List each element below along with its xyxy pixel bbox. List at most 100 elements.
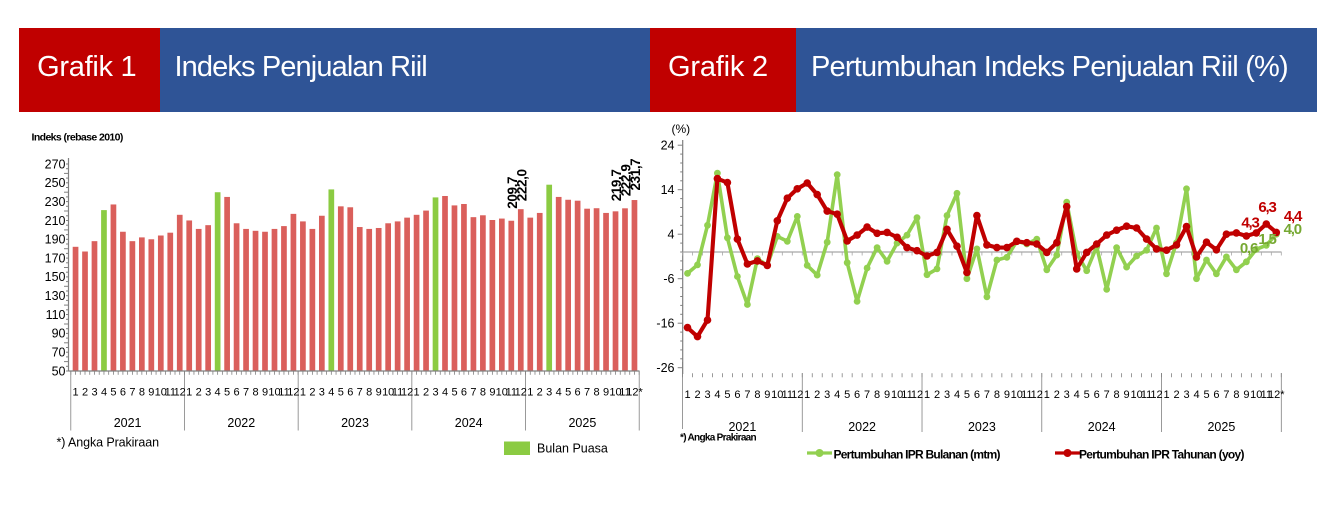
svg-text:7: 7 <box>357 387 363 399</box>
svg-text:210: 210 <box>45 214 66 228</box>
svg-text:4: 4 <box>1074 389 1080 401</box>
svg-text:6: 6 <box>974 389 980 401</box>
svg-text:190: 190 <box>45 233 66 247</box>
svg-text:-26: -26 <box>656 361 674 375</box>
svg-text:(%): (%) <box>672 122 691 136</box>
svg-text:12: 12 <box>1031 389 1043 401</box>
svg-text:2: 2 <box>1173 389 1179 401</box>
svg-text:2022: 2022 <box>848 420 876 434</box>
svg-text:Pertumbuhan IPR Bulanan (mtm): Pertumbuhan IPR Bulanan (mtm) <box>834 447 1001 461</box>
svg-text:-16: -16 <box>656 317 674 331</box>
svg-text:2: 2 <box>309 387 315 399</box>
svg-text:11: 11 <box>619 387 630 399</box>
svg-text:11: 11 <box>901 389 912 401</box>
svg-text:24: 24 <box>661 139 675 153</box>
svg-text:90: 90 <box>52 327 66 341</box>
svg-text:5: 5 <box>1084 389 1090 401</box>
svg-text:110: 110 <box>46 308 66 322</box>
svg-text:5: 5 <box>451 387 457 399</box>
svg-text:6: 6 <box>575 387 581 399</box>
svg-text:10: 10 <box>891 389 903 401</box>
svg-text:3: 3 <box>91 387 97 399</box>
svg-text:130: 130 <box>45 289 66 303</box>
svg-text:2: 2 <box>82 387 88 399</box>
svg-text:4,4: 4,4 <box>1284 208 1303 225</box>
svg-text:2025: 2025 <box>568 416 596 430</box>
svg-text:Bulan Puasa: Bulan Puasa <box>537 442 608 456</box>
svg-text:7: 7 <box>1223 389 1229 401</box>
svg-text:6: 6 <box>234 387 240 399</box>
svg-text:222,9: 222,9 <box>619 165 634 197</box>
svg-text:6,3: 6,3 <box>1258 199 1276 216</box>
svg-text:4: 4 <box>714 389 720 401</box>
svg-text:10: 10 <box>1250 389 1262 401</box>
svg-text:2023: 2023 <box>968 420 996 434</box>
svg-text:3: 3 <box>944 389 950 401</box>
svg-text:11: 11 <box>1261 389 1272 401</box>
svg-text:150: 150 <box>45 270 66 284</box>
svg-text:5: 5 <box>964 389 970 401</box>
svg-text:3: 3 <box>824 389 830 401</box>
svg-text:2024: 2024 <box>1088 420 1116 434</box>
svg-text:8: 8 <box>252 387 258 399</box>
svg-text:4: 4 <box>668 228 675 242</box>
svg-text:10: 10 <box>155 387 167 399</box>
svg-text:250: 250 <box>45 176 66 190</box>
svg-text:4: 4 <box>1193 389 1199 401</box>
svg-text:8: 8 <box>1233 389 1239 401</box>
svg-text:4,0: 4,0 <box>1284 221 1302 238</box>
svg-text:3: 3 <box>432 387 438 399</box>
svg-text:6: 6 <box>347 387 353 399</box>
svg-text:9: 9 <box>1004 389 1010 401</box>
svg-text:12: 12 <box>401 387 413 399</box>
svg-text:7: 7 <box>470 387 476 399</box>
svg-text:1,5: 1,5 <box>1258 231 1276 248</box>
svg-text:6: 6 <box>1213 389 1219 401</box>
svg-text:4: 4 <box>834 389 840 401</box>
svg-text:5: 5 <box>724 389 730 401</box>
svg-text:3: 3 <box>205 387 211 399</box>
svg-text:5: 5 <box>110 387 116 399</box>
svg-text:11: 11 <box>392 387 403 399</box>
svg-text:1: 1 <box>72 387 78 399</box>
svg-text:8: 8 <box>1114 389 1120 401</box>
svg-text:3: 3 <box>1064 389 1070 401</box>
svg-text:6: 6 <box>1094 389 1100 401</box>
svg-text:10: 10 <box>1130 389 1142 401</box>
svg-text:8: 8 <box>754 389 760 401</box>
svg-text:3: 3 <box>319 387 325 399</box>
svg-text:11: 11 <box>278 387 289 399</box>
svg-text:270: 270 <box>45 157 66 171</box>
svg-text:7: 7 <box>1104 389 1110 401</box>
svg-text:1: 1 <box>186 387 192 399</box>
svg-text:70: 70 <box>52 346 66 360</box>
svg-text:2: 2 <box>423 387 429 399</box>
svg-text:4: 4 <box>954 389 960 401</box>
svg-text:9: 9 <box>489 387 495 399</box>
svg-text:8: 8 <box>994 389 1000 401</box>
svg-text:222,0: 222,0 <box>514 169 529 201</box>
svg-text:7: 7 <box>984 389 990 401</box>
svg-text:12: 12 <box>1150 389 1162 401</box>
svg-text:9: 9 <box>884 389 890 401</box>
svg-text:9: 9 <box>376 387 382 399</box>
svg-text:-6: -6 <box>663 272 674 286</box>
svg-text:4,3: 4,3 <box>1241 214 1259 231</box>
svg-text:12: 12 <box>174 387 186 399</box>
svg-text:3: 3 <box>546 387 552 399</box>
svg-text:219,7: 219,7 <box>609 170 624 202</box>
svg-text:1: 1 <box>1163 389 1169 401</box>
svg-text:2: 2 <box>196 387 202 399</box>
svg-text:11: 11 <box>1141 389 1152 401</box>
svg-text:10: 10 <box>382 387 394 399</box>
svg-text:8: 8 <box>874 389 880 401</box>
svg-text:231,7: 231,7 <box>628 159 643 191</box>
svg-text:12*: 12* <box>1268 389 1285 401</box>
svg-text:Pertumbuhan IPR Tahunan (yoy): Pertumbuhan IPR Tahunan (yoy) <box>1079 447 1245 461</box>
svg-text:5: 5 <box>338 387 344 399</box>
svg-text:230: 230 <box>45 195 66 209</box>
svg-text:2021: 2021 <box>114 416 142 430</box>
svg-text:6: 6 <box>854 389 860 401</box>
svg-text:11: 11 <box>506 387 517 399</box>
svg-text:7: 7 <box>243 387 249 399</box>
